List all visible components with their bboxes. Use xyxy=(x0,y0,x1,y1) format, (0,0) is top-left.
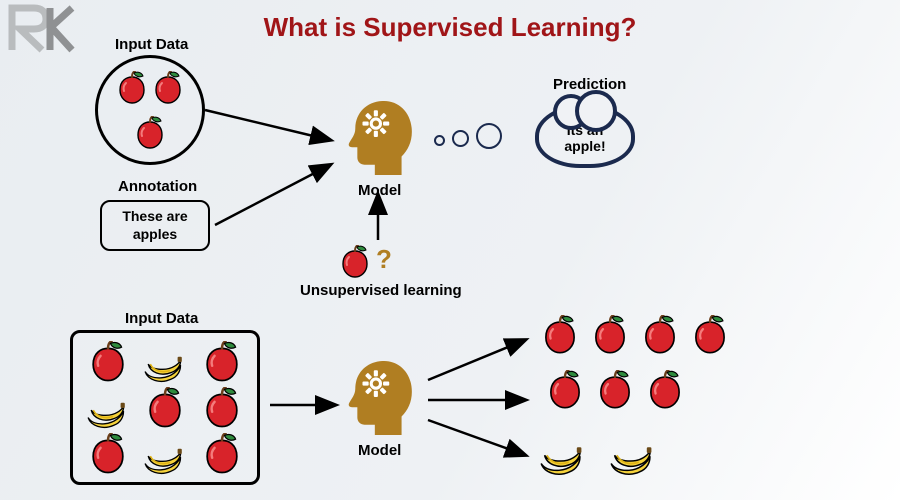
apple-icon xyxy=(640,315,680,355)
cluster-bananas xyxy=(540,430,656,476)
input-circle xyxy=(95,55,205,165)
apple-icon xyxy=(540,315,580,355)
model-top xyxy=(345,95,417,181)
banana-icon xyxy=(610,430,656,476)
thought-bubble xyxy=(452,130,469,147)
question-mark: ? xyxy=(376,244,392,275)
cluster-apples-row1 xyxy=(540,315,730,355)
apple-icon xyxy=(690,315,730,355)
input-rect xyxy=(70,330,260,485)
teaser-apple xyxy=(338,245,372,279)
apple-icon xyxy=(595,370,635,410)
apple-icon xyxy=(87,341,129,383)
input-data-label-top: Input Data xyxy=(115,36,188,53)
banana-icon xyxy=(144,433,186,475)
apple-icon xyxy=(201,387,243,429)
cluster-apples-row2 xyxy=(545,370,685,410)
input-data-label-bottom: Input Data xyxy=(125,310,198,327)
annotation-label: Annotation xyxy=(118,178,197,195)
model-label-top: Model xyxy=(358,182,401,199)
thought-bubble xyxy=(476,123,502,149)
prediction-cloud: Its an apple! xyxy=(535,104,635,168)
apple-icon xyxy=(201,433,243,475)
apple-icon xyxy=(201,341,243,383)
apple-icon xyxy=(590,315,630,355)
head-gear-icon xyxy=(345,95,417,181)
annotation-box: These are apples xyxy=(100,200,210,251)
apple-icon xyxy=(338,245,372,279)
head-gear-icon xyxy=(345,355,417,441)
thought-bubble xyxy=(434,135,445,146)
model-label-bottom: Model xyxy=(358,442,401,459)
banana-icon xyxy=(144,341,186,383)
unsupervised-teaser-label: Unsupervised learning xyxy=(300,282,462,299)
apple-icon xyxy=(133,116,167,150)
apple-icon xyxy=(545,370,585,410)
banana-icon xyxy=(87,387,129,429)
apple-icon xyxy=(645,370,685,410)
model-bottom xyxy=(345,355,417,441)
banana-icon xyxy=(540,430,586,476)
apple-icon xyxy=(87,433,129,475)
apple-icon xyxy=(151,71,185,105)
apple-icon xyxy=(144,387,186,429)
apple-icon xyxy=(115,71,149,105)
